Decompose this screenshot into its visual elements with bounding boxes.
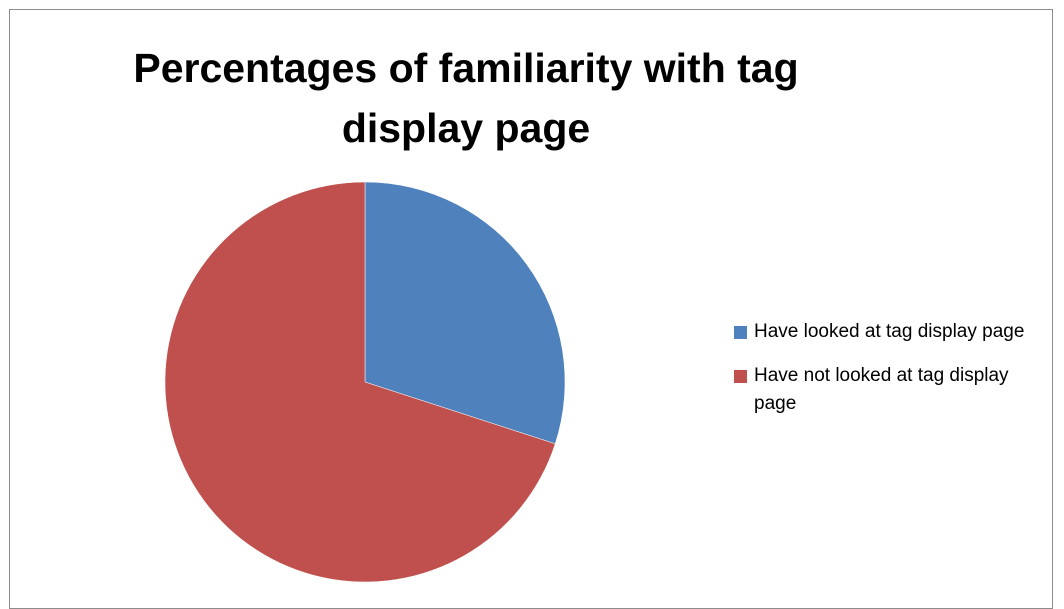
legend-item-looked: Have looked at tag display page — [734, 318, 1054, 346]
legend: Have looked at tag display page Have not… — [734, 318, 1054, 434]
legend-item-not-looked: Have not looked at tag display page — [734, 362, 1054, 418]
legend-swatch-not-looked — [734, 370, 747, 383]
chart-title: Percentages of familiarity with tag disp… — [0, 38, 1064, 158]
legend-swatch-looked — [734, 326, 747, 339]
legend-label-looked: Have looked at tag display page — [754, 321, 1025, 342]
chart-title-text: Percentages of familiarity with tag disp… — [133, 45, 799, 151]
pie-slice-looked — [364, 181, 566, 445]
pie-slice-not-looked — [164, 181, 556, 583]
legend-label-not-looked: Have not looked at tag display page — [754, 365, 1009, 414]
pie-slices — [164, 181, 566, 583]
